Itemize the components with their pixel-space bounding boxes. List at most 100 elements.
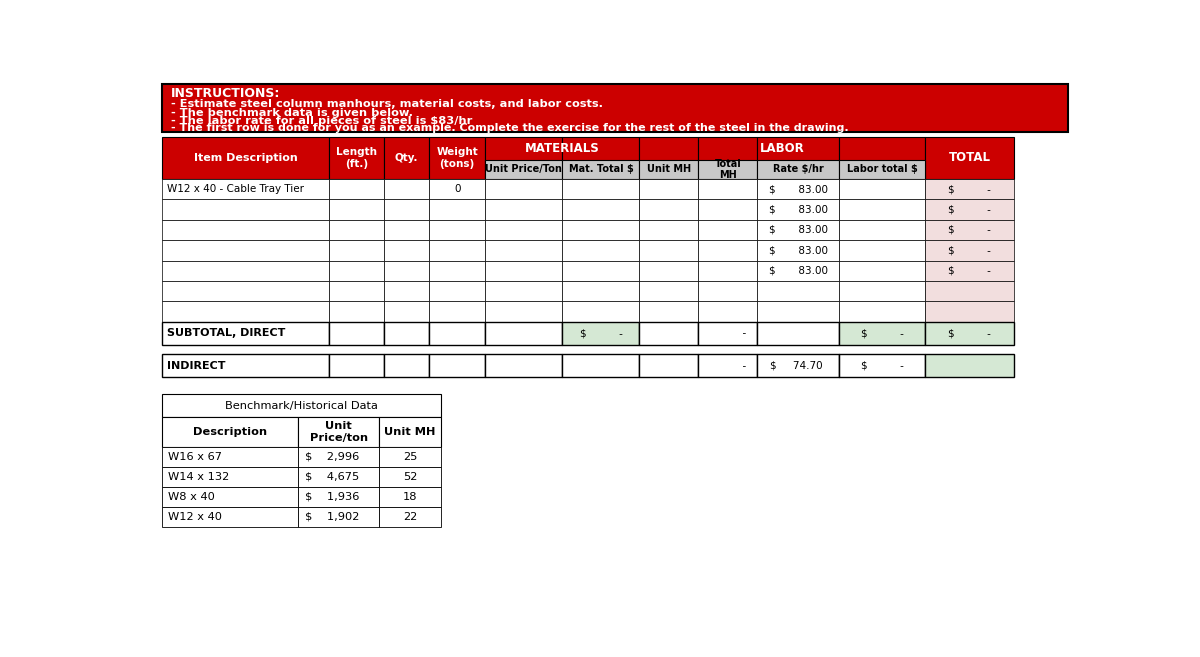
Text: $       83.00: $ 83.00 bbox=[769, 225, 828, 235]
Bar bbox=[329, 219, 384, 240]
Bar bbox=[384, 199, 430, 219]
Bar bbox=[757, 199, 839, 219]
Bar bbox=[485, 261, 563, 281]
Bar bbox=[485, 240, 563, 261]
Text: Description: Description bbox=[193, 427, 268, 437]
Bar bbox=[299, 487, 379, 507]
Text: Mat. Total $: Mat. Total $ bbox=[569, 164, 634, 174]
Bar bbox=[698, 219, 757, 240]
Bar bbox=[757, 160, 839, 179]
Bar bbox=[563, 240, 640, 261]
Bar bbox=[925, 354, 1014, 377]
Text: - The first row is done for you as an example. Complete the exercise for the res: - The first row is done for you as an ex… bbox=[170, 123, 848, 133]
Text: W12 x 40: W12 x 40 bbox=[168, 512, 222, 522]
Bar bbox=[162, 240, 329, 261]
Bar bbox=[384, 219, 430, 240]
Bar bbox=[379, 507, 440, 527]
Text: Weight
(tons): Weight (tons) bbox=[437, 147, 478, 169]
Bar bbox=[299, 447, 379, 466]
Bar bbox=[839, 160, 925, 179]
Text: -: - bbox=[709, 361, 746, 371]
Bar bbox=[384, 261, 430, 281]
Text: 18: 18 bbox=[403, 491, 418, 501]
Bar bbox=[698, 240, 757, 261]
Bar bbox=[925, 240, 1014, 261]
Text: MATERIALS: MATERIALS bbox=[526, 142, 600, 154]
Text: $    4,675: $ 4,675 bbox=[305, 472, 359, 482]
Bar bbox=[925, 137, 1014, 179]
Text: TOTAL: TOTAL bbox=[948, 151, 990, 164]
Bar bbox=[698, 137, 757, 179]
Bar bbox=[162, 466, 299, 487]
Bar bbox=[925, 281, 1014, 302]
Bar bbox=[329, 281, 384, 302]
Bar bbox=[757, 219, 839, 240]
Bar bbox=[640, 219, 698, 240]
Text: $          -: $ - bbox=[948, 245, 991, 256]
Bar bbox=[563, 199, 640, 219]
Bar bbox=[329, 261, 384, 281]
Text: $       83.00: $ 83.00 bbox=[769, 204, 828, 215]
Bar bbox=[640, 240, 698, 261]
Text: 22: 22 bbox=[403, 512, 418, 522]
Bar bbox=[698, 281, 757, 302]
Text: $          -: $ - bbox=[948, 266, 991, 276]
Text: Unit
Price/ton: Unit Price/ton bbox=[310, 421, 368, 443]
Bar bbox=[379, 466, 440, 487]
Text: SUBTOTAL, DIRECT: SUBTOTAL, DIRECT bbox=[167, 328, 286, 338]
Bar bbox=[384, 322, 430, 345]
Text: $          -: $ - bbox=[860, 328, 904, 338]
Bar bbox=[430, 302, 485, 322]
Text: $       83.00: $ 83.00 bbox=[769, 245, 828, 256]
Bar bbox=[757, 322, 839, 345]
Text: W14 x 132: W14 x 132 bbox=[168, 472, 229, 482]
Bar bbox=[757, 137, 839, 179]
Bar bbox=[563, 137, 640, 179]
Bar bbox=[379, 447, 440, 466]
Bar bbox=[698, 322, 757, 345]
Bar bbox=[162, 84, 1068, 132]
Bar bbox=[430, 354, 485, 377]
Text: $          -: $ - bbox=[580, 328, 623, 338]
Bar bbox=[839, 281, 925, 302]
Bar bbox=[757, 354, 839, 377]
Bar bbox=[379, 417, 440, 447]
Bar bbox=[485, 179, 563, 199]
Bar bbox=[430, 240, 485, 261]
Text: $    1,936: $ 1,936 bbox=[305, 491, 359, 501]
Bar bbox=[162, 417, 299, 447]
Bar bbox=[563, 322, 640, 345]
Text: -: - bbox=[709, 328, 746, 338]
Bar bbox=[839, 354, 925, 377]
Text: 0: 0 bbox=[454, 184, 461, 194]
Bar bbox=[925, 261, 1014, 281]
Bar bbox=[563, 160, 640, 179]
Bar bbox=[563, 219, 640, 240]
Bar bbox=[563, 281, 640, 302]
Bar bbox=[757, 261, 839, 281]
Bar bbox=[640, 199, 698, 219]
Text: Unit MH: Unit MH bbox=[647, 164, 691, 174]
Bar bbox=[698, 302, 757, 322]
Text: $       83.00: $ 83.00 bbox=[769, 184, 828, 194]
Bar bbox=[384, 281, 430, 302]
Bar bbox=[698, 354, 757, 377]
Text: W12 x 40 - Cable Tray Tier: W12 x 40 - Cable Tray Tier bbox=[167, 184, 304, 194]
Bar bbox=[839, 219, 925, 240]
Bar bbox=[839, 137, 925, 179]
Bar bbox=[162, 394, 440, 417]
Bar bbox=[329, 137, 384, 179]
Bar bbox=[299, 507, 379, 527]
Bar bbox=[640, 160, 698, 179]
Bar bbox=[384, 240, 430, 261]
Bar bbox=[640, 322, 698, 345]
Bar bbox=[925, 322, 1014, 345]
Bar bbox=[162, 354, 329, 377]
Bar bbox=[485, 160, 563, 179]
Bar bbox=[563, 354, 640, 377]
Bar bbox=[430, 281, 485, 302]
Bar bbox=[430, 199, 485, 219]
Bar bbox=[162, 302, 329, 322]
Text: W16 x 67: W16 x 67 bbox=[168, 451, 222, 461]
Bar bbox=[925, 302, 1014, 322]
